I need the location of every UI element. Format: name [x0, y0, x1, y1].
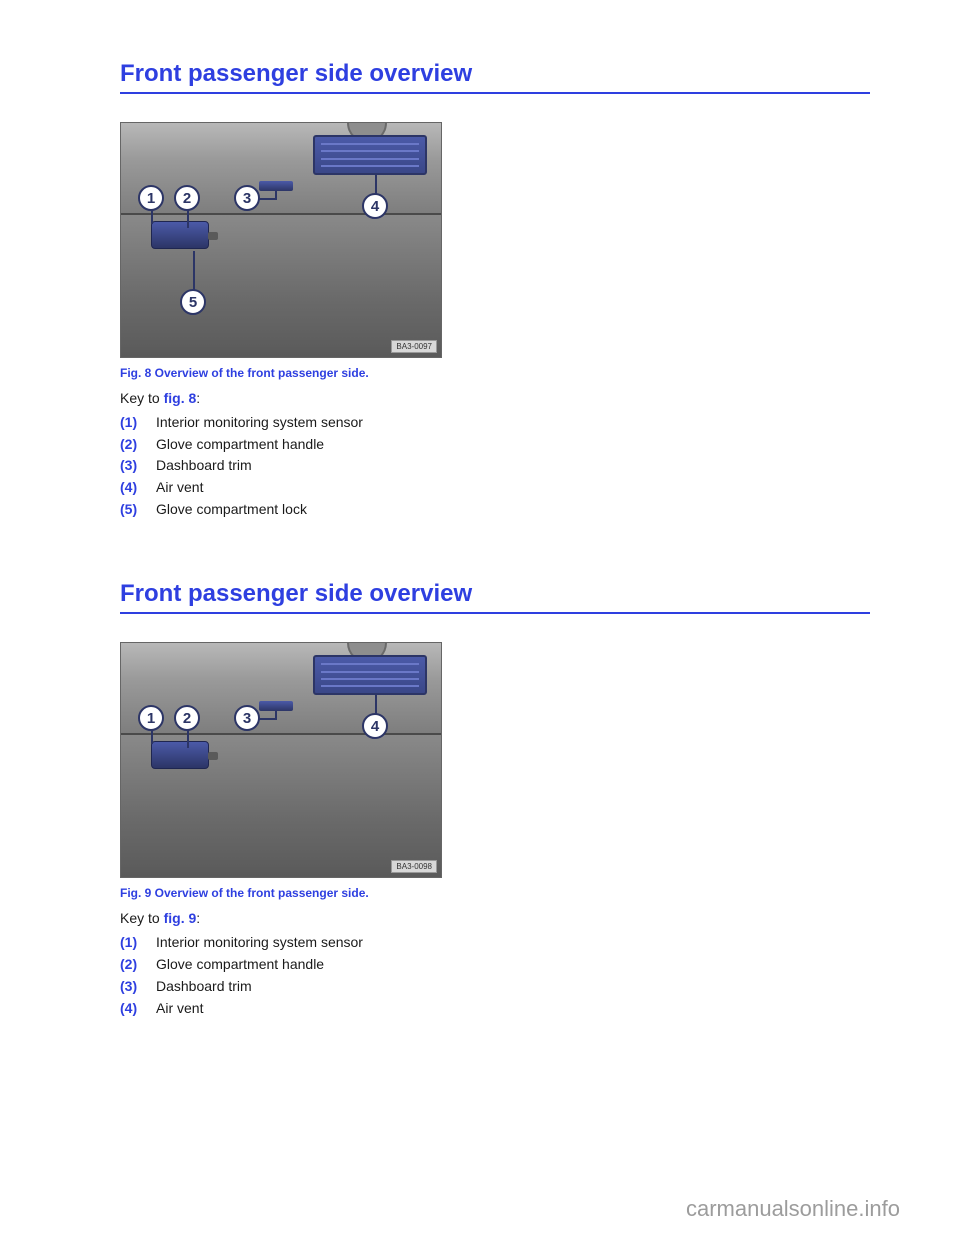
callout-3: 3: [234, 185, 260, 211]
key-ref: fig. 9: [164, 910, 197, 926]
air-vent: [313, 655, 427, 695]
lead-1: [151, 730, 153, 744]
section-2: Front passenger side overview: [120, 580, 870, 1019]
figure-9: 1 2 3 4 BA3-0098: [120, 642, 442, 878]
section-title: Front passenger side overview: [120, 580, 870, 614]
figure-badge: BA3-0097: [391, 340, 437, 353]
dashboard-seam: [121, 733, 441, 735]
item-num: (1): [120, 932, 156, 954]
key-prefix: Key to: [120, 390, 164, 406]
vent-slats: [321, 663, 419, 687]
item-text: Interior monitoring system sensor: [156, 412, 363, 434]
list-item: (3) Dashboard trim: [120, 976, 870, 998]
item-text: Glove compartment lock: [156, 499, 307, 521]
page: Front passenger side overview: [0, 0, 960, 1242]
key-suffix: :: [196, 910, 200, 926]
list-item: (1) Interior monitoring system sensor: [120, 932, 870, 954]
item-num: (1): [120, 412, 156, 434]
key-line: Key to fig. 8:: [120, 390, 870, 406]
figure-caption: Fig. 8 Overview of the front passenger s…: [120, 366, 870, 380]
item-num: (4): [120, 998, 156, 1020]
figure-badge: BA3-0098: [391, 860, 437, 873]
item-num: (3): [120, 976, 156, 998]
item-num: (3): [120, 455, 156, 477]
list-item: (4) Air vent: [120, 998, 870, 1020]
item-text: Air vent: [156, 998, 203, 1020]
section-1: Front passenger side overview: [120, 60, 870, 520]
list-item: (3) Dashboard trim: [120, 455, 870, 477]
item-list: (1) Interior monitoring system sensor (2…: [120, 412, 870, 520]
lead-4: [375, 175, 377, 195]
lead-2: [187, 210, 189, 228]
callout-4: 4: [362, 193, 388, 219]
list-item: (4) Air vent: [120, 477, 870, 499]
list-item: (1) Interior monitoring system sensor: [120, 412, 870, 434]
item-list: (1) Interior monitoring system sensor (2…: [120, 932, 870, 1019]
key-suffix: :: [196, 390, 200, 406]
item-num: (2): [120, 434, 156, 456]
callout-1: 1: [138, 185, 164, 211]
figure-wrap: 1 2 3 4 5 BA3-0097 Fig. 8 Overview of th…: [120, 122, 870, 380]
key-ref: fig. 8: [164, 390, 197, 406]
lead-3: [275, 191, 277, 198]
list-item: (2) Glove compartment handle: [120, 954, 870, 976]
item-text: Glove compartment handle: [156, 954, 324, 976]
glove-handle: [151, 221, 209, 249]
item-text: Dashboard trim: [156, 976, 252, 998]
figure-wrap: 1 2 3 4 BA3-0098 Fig. 9 Overview of the …: [120, 642, 870, 900]
callout-2: 2: [174, 185, 200, 211]
vent-slats: [321, 143, 419, 167]
callout-5: 5: [180, 289, 206, 315]
item-text: Glove compartment handle: [156, 434, 324, 456]
watermark: carmanualsonline.info: [686, 1196, 900, 1222]
item-num: (4): [120, 477, 156, 499]
dashboard-trim-stripe: [259, 701, 293, 711]
dashboard-trim-stripe: [259, 181, 293, 191]
lead-1: [151, 210, 153, 224]
figure-8: 1 2 3 4 5 BA3-0097: [120, 122, 442, 358]
glove-handle: [151, 741, 209, 769]
item-text: Dashboard trim: [156, 455, 252, 477]
key-prefix: Key to: [120, 910, 164, 926]
item-num: (2): [120, 954, 156, 976]
list-item: (5) Glove compartment lock: [120, 499, 870, 521]
dashboard-seam: [121, 213, 441, 215]
lead-5: [193, 251, 195, 291]
list-item: (2) Glove compartment handle: [120, 434, 870, 456]
item-num: (5): [120, 499, 156, 521]
item-text: Air vent: [156, 477, 203, 499]
lead-2: [187, 730, 189, 748]
lead-3: [275, 711, 277, 718]
item-text: Interior monitoring system sensor: [156, 932, 363, 954]
figure-caption: Fig. 9 Overview of the front passenger s…: [120, 886, 870, 900]
section-title: Front passenger side overview: [120, 60, 870, 94]
key-line: Key to fig. 9:: [120, 910, 870, 926]
lead-4: [375, 695, 377, 715]
air-vent: [313, 135, 427, 175]
